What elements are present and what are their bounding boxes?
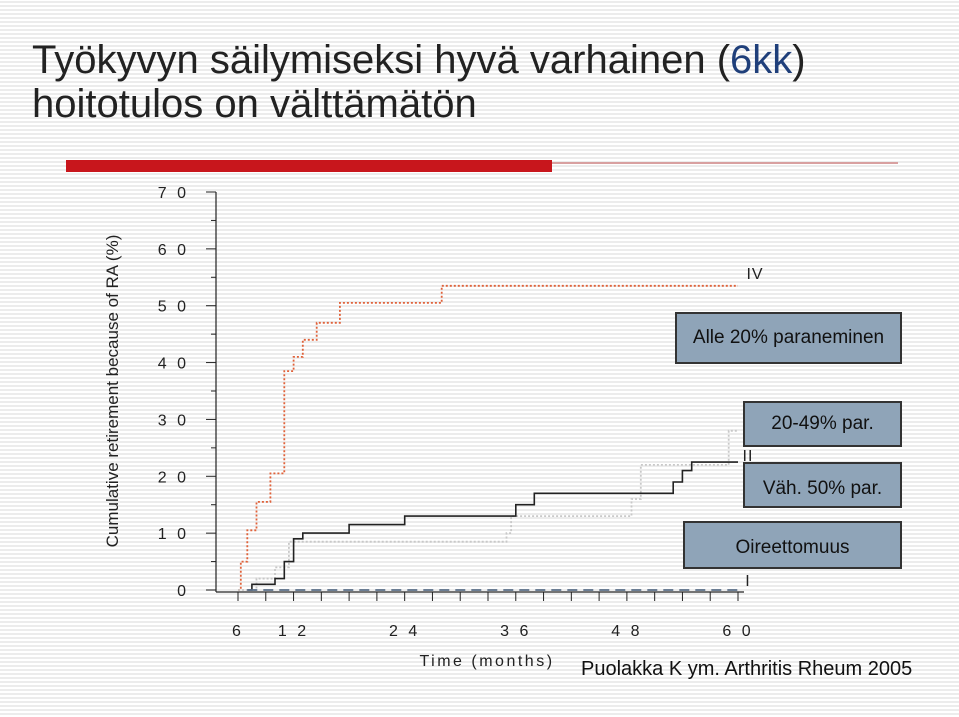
y-tick-label: 3 0 (158, 412, 189, 429)
y-tick-label: 4 0 (158, 356, 189, 373)
title-line-2: hoitotulos on välttämätön (32, 82, 477, 126)
x-tick-label: 4 8 (611, 623, 642, 640)
title-accent: 6kk (730, 38, 793, 82)
series-iii-line (238, 429, 738, 591)
series-ii-line (247, 461, 738, 591)
x-axis-title: Time (months) (419, 653, 554, 670)
x-tick-label: 1 2 (278, 623, 309, 640)
y-tick-label: 1 0 (158, 526, 189, 543)
y-tick-label: 5 0 (158, 299, 189, 316)
curve-label-ii: II (743, 448, 754, 465)
y-tick-label: 6 0 (158, 242, 189, 259)
legend-box-iv: Alle 20% paraneminen (675, 312, 902, 364)
title-line-1: Työkyvyn säilymiseksi hyvä varhainen (6k… (32, 38, 806, 82)
y-tick-label: 7 0 (158, 185, 189, 202)
curve-label-iv: IV (746, 266, 763, 283)
x-tick-label: 6 (232, 623, 244, 640)
y-tick-label: 0 (177, 583, 189, 600)
slide-title: Työkyvyn säilymiseksi hyvä varhainen (6k… (32, 38, 806, 126)
x-tick-label: 2 4 (389, 623, 420, 640)
y-axis-title: Cumulative retirement because of RA (%) (103, 235, 122, 548)
legend-box-ii: Väh. 50% par. (743, 462, 902, 508)
legend-box-i: Oireettomuus (683, 521, 902, 569)
series-iv-line (238, 284, 738, 591)
title-line-1-text: Työkyvyn säilymiseksi hyvä varhainen ( (32, 38, 731, 82)
y-tick-label: 2 0 (158, 469, 189, 486)
title-accent-bar (66, 160, 552, 172)
x-tick-label: 6 0 (722, 623, 753, 640)
citation: Puolakka K ym. Arthritis Rheum 2005 (581, 658, 913, 680)
legend-box-iii: 20-49% par. (743, 401, 902, 447)
title-line-1-end: ) (792, 38, 806, 82)
x-tick-label: 3 6 (500, 623, 531, 640)
curve-label-i: I (745, 573, 750, 590)
